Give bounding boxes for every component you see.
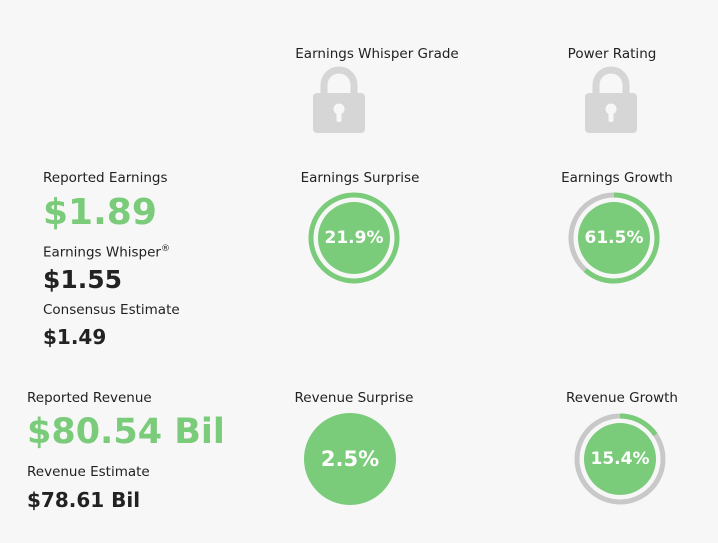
earnings-surprise-ring: 21.9% bbox=[306, 190, 402, 286]
earnings-growth-ring: 61.5% bbox=[566, 190, 662, 286]
power-lock-icon bbox=[584, 65, 638, 139]
revenue-growth-label: Revenue Growth bbox=[566, 390, 678, 406]
earnings-surprise-label: Earnings Surprise bbox=[300, 170, 420, 186]
reported-revenue-value: $80.54 Bil bbox=[27, 412, 225, 452]
reported-earnings-value: $1.89 bbox=[43, 192, 157, 233]
earnings-whisper-value: $1.55 bbox=[43, 265, 123, 294]
earnings-growth-label: Earnings Growth bbox=[561, 170, 673, 186]
earnings-whisper-label: Earnings Whisper® bbox=[43, 244, 170, 261]
revenue-surprise-value: 2.5% bbox=[320, 447, 380, 471]
revenue-estimate-value: $78.61 Bil bbox=[27, 488, 141, 512]
reported-revenue-label: Reported Revenue bbox=[27, 390, 152, 406]
grade-lock-icon bbox=[312, 65, 366, 139]
earnings-growth-value: 61.5% bbox=[584, 228, 644, 248]
earnings-whisper-grade-label: Earnings Whisper Grade bbox=[295, 46, 459, 62]
revenue-surprise-circle: 2.5% bbox=[302, 411, 398, 507]
consensus-estimate-label: Consensus Estimate bbox=[43, 302, 180, 318]
power-rating-label: Power Rating bbox=[567, 46, 657, 62]
revenue-growth-ring: 15.4% bbox=[572, 411, 668, 507]
revenue-growth-value: 15.4% bbox=[590, 449, 650, 469]
earnings-surprise-value: 21.9% bbox=[324, 228, 384, 248]
consensus-estimate-value: $1.49 bbox=[43, 325, 107, 349]
revenue-surprise-label: Revenue Surprise bbox=[294, 390, 414, 406]
earnings-surprise-ring-arc bbox=[308, 192, 400, 284]
reported-earnings-label: Reported Earnings bbox=[43, 170, 168, 186]
revenue-estimate-label: Revenue Estimate bbox=[27, 464, 150, 480]
revenue-growth-progress-arc bbox=[574, 413, 666, 505]
earnings-growth-progress-arc bbox=[568, 192, 660, 284]
